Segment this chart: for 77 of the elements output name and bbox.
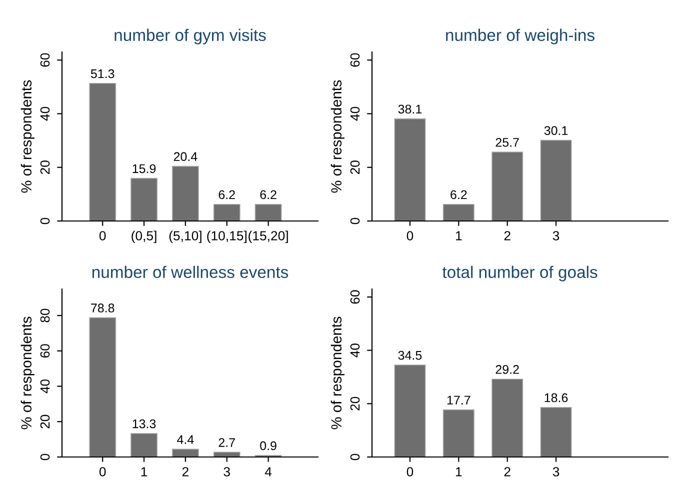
x-tick-label: 2 [504,231,510,240]
y-tick-label: 40 [40,379,50,394]
data-label: 38.1 [398,104,422,114]
y-tick-label: 80 [40,308,50,322]
y-tick-label: 40 [350,106,360,121]
x-tick-label: (15,20] [248,230,288,244]
y-tick-label: 0 [350,218,360,224]
y-axis-title: % of respondents [330,316,344,430]
y-axis-title: % of respondents [20,316,34,430]
bar [172,166,199,221]
y-tick-label: 20 [40,414,50,428]
data-label: 17.7 [447,396,470,404]
y-axis-title: % of respondents [330,80,344,193]
bar [442,204,474,221]
y-axis-title: % of respondents [20,80,34,193]
data-label: 25.7 [496,138,519,147]
bar [254,204,282,221]
data-label: 13.3 [132,419,156,428]
bar [540,140,572,221]
bar [492,152,524,221]
y-tick-label: 0 [40,218,50,224]
data-label: 6.2 [218,190,235,200]
y-tick-label: 60 [350,290,360,304]
x-tick-label: 0 [406,467,414,476]
data-label: 78.8 [91,304,114,312]
bar [172,448,199,457]
data-label: 4.4 [177,435,194,444]
x-tick-label: 3 [224,467,230,476]
y-tick-label: 40 [40,106,50,121]
data-label: 6.2 [260,190,276,200]
chart-title: number of wellness events [92,266,288,278]
bar [89,82,116,221]
x-tick-label: 2 [182,467,188,476]
bar [442,409,474,457]
data-label: 34.5 [398,350,422,360]
x-tick-label: 4 [264,467,272,476]
x-tick-label: 0 [99,231,106,240]
data-label: 2.7 [218,438,235,447]
data-label: 29.2 [496,365,519,374]
y-tick-label: 60 [350,53,360,67]
x-tick-label: 0 [99,467,106,476]
x-tick-label: 1 [141,467,148,476]
data-label: 20.4 [174,152,198,162]
x-tick-label: (0,5] [132,230,156,244]
data-label: 0.9 [260,441,276,450]
data-label: 18.6 [544,393,568,402]
bar [89,317,116,457]
data-label: 51.3 [90,69,114,78]
x-tick-label: 0 [406,231,414,240]
bar [394,118,426,221]
y-tick-label: 20 [350,396,360,410]
y-tick-label: 40 [350,344,360,358]
x-tick-label: (5,10] [169,230,202,244]
x-tick-label: 1 [456,231,462,240]
chart-title: number of gym visits [114,28,266,44]
bar [492,378,524,457]
bar [540,406,572,457]
y-tick-label: 0 [40,454,50,460]
y-tick-label: 60 [40,344,50,358]
x-tick-label: (10,15] [207,230,246,244]
x-tick-label: 3 [552,231,560,240]
chart-title: number of weigh-ins [446,28,594,44]
x-tick-label: 2 [504,467,510,476]
data-label: 30.1 [544,126,568,136]
data-label: 15.9 [132,164,156,174]
bar [130,433,158,457]
x-tick-label: 3 [552,467,560,476]
bar [213,204,240,221]
y-tick-label: 60 [40,53,50,67]
x-tick-label: 1 [456,467,462,476]
data-label: 6.2 [450,190,467,200]
y-tick-label: 0 [350,454,360,460]
y-tick-label: 20 [40,160,50,174]
bar [394,364,426,457]
y-tick-label: 20 [350,160,360,174]
bar [130,178,158,221]
chart-title: total number of goals [442,266,598,282]
